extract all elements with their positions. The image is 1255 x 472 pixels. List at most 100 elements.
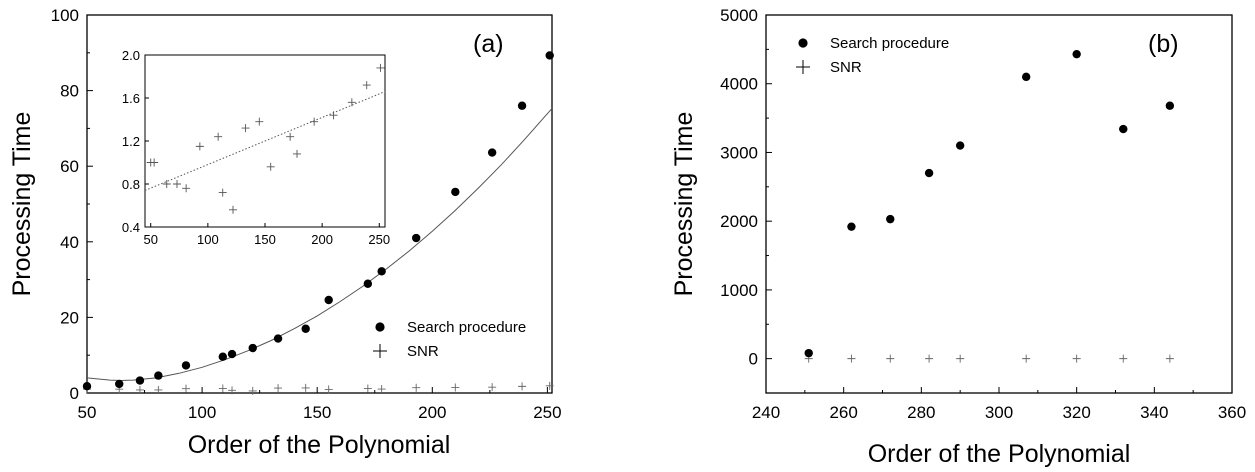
inset-snr-point [347, 98, 356, 107]
panel-b-search-point [804, 348, 813, 358]
panel-a-x-tick-label: 150 [303, 403, 331, 422]
panel-a-legend-label-search: Search procedure [407, 319, 526, 336]
panel-b-search-point [1072, 49, 1081, 59]
panel-b: 240 260 280 300 320 340 360 0 1000 2000 3000 4000 50… [670, 6, 1246, 468]
panel-b-snr-point [1119, 354, 1128, 363]
panel-a-snr-point [248, 386, 257, 395]
panel-a-snr-point [451, 383, 460, 392]
panel-b-snr-point [925, 354, 934, 363]
panel-b-snr-point [956, 354, 965, 363]
panel-a-snr-point [181, 384, 190, 393]
inset-snr-point [255, 117, 264, 126]
panel-a-snr-point [518, 382, 527, 391]
panel-a-search-point [135, 376, 145, 385]
panel-b-legend: Search procedure SNR [796, 35, 949, 76]
panel-a-search-point [377, 267, 386, 276]
panel-b-y-axis-title: Processing Time [670, 112, 698, 297]
panel-b-search-point [1021, 72, 1031, 82]
inset-snr-point [218, 188, 227, 197]
panel-b-x-tick-label: 240 [752, 403, 780, 422]
panel-a-fit-curve-group [86, 108, 553, 382]
panel-b-x-tick-label: 340 [1140, 403, 1168, 422]
panel-a-legend: Search procedure SNR [373, 319, 526, 360]
panel-a-snr-point [377, 385, 386, 394]
panel-b-y-tick-label: 1000 [720, 281, 758, 300]
inset-x-tick-label: 100 [197, 232, 219, 247]
panel-a-x-tick-label: 200 [418, 403, 446, 422]
inset-snr-point [286, 132, 295, 141]
panel-a-y-tick-label: 60 [60, 157, 79, 176]
inset-fit-line-group [144, 91, 386, 191]
inset-x-tick-label: 50 [143, 232, 157, 247]
panel-a-search-point [487, 148, 497, 157]
inset-snr-point [150, 158, 159, 167]
panel-b-label: (b) [1148, 30, 1179, 58]
inset-snr-point [329, 111, 338, 120]
inset-snr-point [182, 184, 191, 193]
panel-b-x-axis-title: Order of the Polynomial [868, 440, 1131, 468]
inset-points [146, 63, 385, 214]
inset-snr-point [266, 162, 275, 171]
inset-y-tick-label: 1.6 [122, 91, 140, 106]
inset-snr-point [376, 63, 385, 72]
panel-b-legend-marker-search [798, 38, 808, 48]
panel-b-snr-point [886, 354, 895, 363]
panel-a-y-tick-label: 40 [60, 233, 79, 252]
panel-b-snr-point [1072, 354, 1081, 363]
inset-fit-line [144, 91, 386, 191]
panel-a-snr-point [363, 384, 372, 393]
panel-a-snr-point [412, 383, 421, 392]
panel-a-label: (a) [473, 30, 504, 58]
panel-a-points [82, 51, 554, 395]
panel-b-legend-marker-snr [796, 60, 810, 74]
panel-a-snr-point [135, 385, 144, 394]
inset-snr-point [310, 117, 319, 126]
inset-x-tick-label: 250 [368, 232, 390, 247]
panel-a-search-point [301, 324, 310, 333]
panel-a-search-point [227, 349, 237, 359]
panel-b-snr-point [1165, 354, 1174, 363]
panel-a-search-point [82, 381, 92, 391]
panel-a-y-axis-title: Processing Time [8, 112, 36, 297]
panel-a-search-point [115, 379, 124, 389]
panel-a-search-point [248, 343, 257, 353]
inset-snr-point [362, 81, 371, 90]
panel-a-snr-point [488, 383, 497, 392]
panel-a-search-point [517, 101, 527, 110]
panel-b-x-tick-label: 320 [1062, 403, 1090, 422]
panel-a-snr-point [274, 384, 283, 393]
panel-b-ticks: 240 260 280 300 320 340 360 0 1000 2000 3000 4000 50… [720, 6, 1246, 422]
inset-snr-point [214, 132, 223, 141]
panel-b-y-tick-label: 2000 [720, 212, 758, 231]
panel-a-snr-point [154, 385, 163, 394]
inset-y-tick-label: 0.8 [122, 177, 140, 192]
panel-a-snr-point [301, 383, 310, 392]
panel-a-search-point [324, 295, 333, 305]
panel-a-search-point [273, 334, 283, 343]
panel-b-y-tick-label: 3000 [720, 143, 758, 162]
panel-a-ticks: 50 100 150 200 250 0 20 40 60 80 100 [51, 6, 562, 422]
panel-a-search-point [154, 371, 163, 380]
panel-b-x-tick-label: 300 [985, 403, 1013, 422]
panel-a-snr-point [324, 385, 333, 394]
panel-b-snr-point [1022, 354, 1031, 363]
panel-b-search-point [955, 141, 965, 150]
panel-b-x-tick-label: 260 [829, 403, 857, 422]
panel-b-search-point [1119, 124, 1128, 134]
inset-snr-point [162, 180, 171, 188]
panel-a-x-tick-label: 50 [78, 403, 97, 422]
panel-a-search-point [451, 187, 460, 197]
inset-snr-point [173, 180, 181, 188]
inset-y-tick-label: 0.4 [122, 220, 140, 235]
inset-x-tick-label: 200 [311, 232, 333, 247]
inset-y-tick-label: 1.2 [122, 134, 140, 149]
panel-a-x-tick-label: 100 [188, 403, 216, 422]
panel-b-search-point [847, 222, 856, 231]
panel-a-search-point [218, 352, 228, 361]
panel-a-search-point [411, 233, 421, 243]
panel-a-y-tick-label: 0 [70, 384, 79, 403]
inset-y-tick-label: 2.0 [122, 48, 140, 63]
panel-a-search-point [545, 51, 554, 60]
panel-b-y-tick-label: 0 [749, 350, 758, 369]
